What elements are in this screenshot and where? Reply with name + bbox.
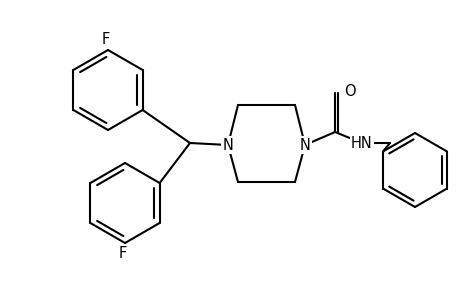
Text: N: N bbox=[299, 137, 310, 152]
Text: N: N bbox=[222, 137, 233, 152]
Text: F: F bbox=[118, 247, 127, 262]
Text: F: F bbox=[101, 32, 110, 46]
Text: O: O bbox=[343, 83, 355, 98]
Text: HN: HN bbox=[350, 136, 372, 151]
